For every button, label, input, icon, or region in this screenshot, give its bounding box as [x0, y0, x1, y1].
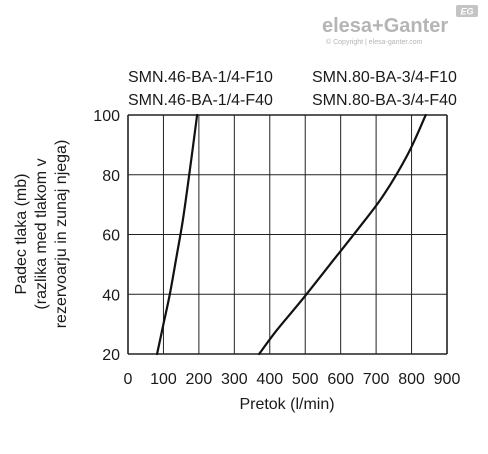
series-labels: SMN.46-BA-1/4-F10 SMN.46-BA-1/4-F40 SMN.… [128, 69, 457, 109]
brand-logo: elesa+Ganter EG © Copyright | elesa-gant… [322, 5, 478, 46]
y-tick-label: 20 [102, 347, 120, 364]
y-tick-label: 100 [93, 108, 120, 125]
x-tick-label: 300 [221, 371, 248, 388]
y-tick-label: 60 [102, 228, 120, 245]
brand-badge-text: EG [460, 7, 473, 17]
series-2-curve [258, 113, 427, 356]
x-axis-ticks: 0 100 200 300 400 500 600 700 800 900 [124, 371, 461, 388]
series-2-label-line-2: SMN.80-BA-3/4-F40 [312, 92, 457, 109]
x-tick-label: 700 [363, 371, 390, 388]
series-2-label-line-1: SMN.80-BA-3/4-F10 [312, 69, 457, 86]
y-axis-title-line-1: Padec tlaka (mb) [13, 174, 30, 295]
brand-badge: EG [456, 5, 478, 17]
x-tick-label: 500 [292, 371, 319, 388]
x-tick-label: 800 [398, 371, 425, 388]
series-1-label-line-2: SMN.46-BA-1/4-F40 [128, 92, 273, 109]
x-tick-label: 200 [186, 371, 213, 388]
y-tick-label: 40 [102, 287, 120, 304]
y-axis-ticks: 20 40 60 80 100 [93, 108, 120, 364]
curves [155, 113, 427, 356]
series-1-curve [155, 113, 199, 356]
x-tick-label: 900 [434, 371, 461, 388]
x-tick-label: 600 [327, 371, 354, 388]
x-tick-label: 0 [124, 371, 133, 388]
y-axis-title-line-2: (razlika med tlakom v [33, 158, 50, 309]
copyright-text: © Copyright | elesa-ganter.com [326, 38, 423, 46]
y-axis-title-line-3: rezervoarju in zunaj njega) [53, 140, 70, 329]
brand-logo-text: elesa+Ganter [322, 15, 448, 37]
y-tick-label: 80 [102, 168, 120, 185]
series-1-label-line-1: SMN.46-BA-1/4-F10 [128, 69, 273, 86]
x-tick-label: 400 [256, 371, 283, 388]
y-axis-title: Padec tlaka (mb) (razlika med tlakom v r… [13, 140, 70, 329]
x-axis-title: Pretok (l/min) [239, 396, 334, 413]
x-tick-label: 100 [150, 371, 177, 388]
